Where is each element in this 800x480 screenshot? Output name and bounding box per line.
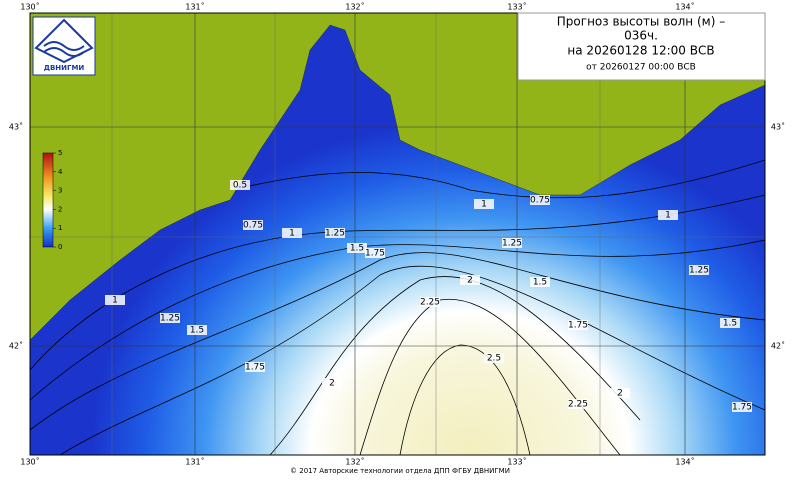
contour-label: 1.25 <box>502 239 522 249</box>
contour-label-bg <box>530 195 550 205</box>
contour-label: 1 <box>289 229 295 239</box>
contour-label: 1.5 <box>350 244 364 254</box>
subtitle: от 20260127 00:00 ВСВ <box>586 63 696 73</box>
lon-label: 131˚ <box>185 457 204 467</box>
lon-label: 133˚ <box>507 2 526 12</box>
contour-label: 0.75 <box>530 196 550 206</box>
contour-label: 1 <box>112 296 118 306</box>
colorbar-label: 4 <box>58 168 63 176</box>
colorbar <box>42 152 54 248</box>
lon-label: 133˚ <box>507 457 526 467</box>
contour-label-bg <box>420 297 440 307</box>
contour-label-bg <box>460 275 480 285</box>
footer: © 2017 Авторские технологии отдела ДПП Ф… <box>290 467 510 475</box>
logo-waves <box>43 41 85 57</box>
contour-label-bg <box>732 402 752 412</box>
contour-label-bg <box>325 228 345 238</box>
contour-label-bg <box>347 243 367 253</box>
colorbar-label: 5 <box>58 149 62 157</box>
contour-label: 1.25 <box>160 314 180 324</box>
lon-label: 134˚ <box>675 2 694 12</box>
title: на 20260128 12:00 ВСВ <box>567 44 714 58</box>
contour-label: 1.5 <box>190 326 204 336</box>
contour-label-bg <box>187 325 207 335</box>
colorbar-label: 2 <box>58 205 62 213</box>
contour-label-bg <box>484 353 504 363</box>
lat-label: 43˚ <box>9 122 23 132</box>
contour-label-bg <box>530 277 550 287</box>
contour-label-bg <box>160 313 180 323</box>
map-frame <box>29 12 766 456</box>
contour-label: 1.75 <box>365 249 385 259</box>
graticule <box>30 13 765 455</box>
contour-label: 1.75 <box>568 321 588 331</box>
logo-text: ДВНИГМИ <box>44 64 85 72</box>
lon-label: 130˚ <box>20 457 39 467</box>
contour-label-bg <box>282 228 302 238</box>
contour-label: 1.5 <box>723 319 737 329</box>
contour-label-bg <box>502 238 522 248</box>
contour-label: 0.75 <box>243 221 263 231</box>
contour-label-bg <box>474 199 494 209</box>
title: Прогноз высоты волн (м) – <box>557 15 725 29</box>
lat-label: 42˚ <box>9 341 23 351</box>
contour-label-bg <box>243 220 263 230</box>
logo-icon <box>34 18 94 64</box>
contour-label-bg <box>105 295 125 305</box>
contour-label-bg <box>720 318 740 328</box>
lat-label: 42˚ <box>771 341 785 351</box>
contour-label: 1.75 <box>245 363 265 373</box>
land <box>29 12 766 341</box>
lon-label: 131˚ <box>185 2 204 12</box>
contour-label-bg <box>245 362 265 372</box>
title: 036ч. <box>624 29 658 43</box>
contour-label-bg <box>568 399 588 409</box>
colorbar-label: 3 <box>58 187 62 195</box>
header-box <box>517 12 766 81</box>
contour-label: 2.5 <box>487 354 501 364</box>
contour-label-bg <box>658 210 678 220</box>
contour-label: 2 <box>617 389 623 399</box>
lon-label: 134˚ <box>675 457 694 467</box>
contour-label: 1.5 <box>533 278 547 288</box>
contour-label: 1.25 <box>689 266 709 276</box>
contour-label: 1.25 <box>325 229 345 239</box>
contour-label-bg <box>568 320 588 330</box>
contour-label-bg <box>230 180 250 190</box>
contour-label: 2 <box>467 276 473 286</box>
contour-label-bg <box>322 378 342 388</box>
contour-label: 1 <box>481 200 487 210</box>
contour-label-bg <box>610 388 630 398</box>
contour-label: 2.25 <box>420 298 440 308</box>
lon-label: 130˚ <box>20 2 39 12</box>
contour-label: 1 <box>665 211 671 221</box>
contour-label: 1.75 <box>732 403 752 413</box>
contour-label: 2 <box>329 379 335 389</box>
lon-label: 132˚ <box>345 2 364 12</box>
contour-label: 2.25 <box>568 400 588 410</box>
colorbar-label: 0 <box>58 243 62 251</box>
contour-label-bg <box>689 265 709 275</box>
contour-label: 0.5 <box>233 181 247 191</box>
lat-label: 43˚ <box>771 122 785 132</box>
lon-label: 132˚ <box>345 457 364 467</box>
contour-label-bg <box>365 248 385 258</box>
colorbar-label: 1 <box>58 224 62 232</box>
